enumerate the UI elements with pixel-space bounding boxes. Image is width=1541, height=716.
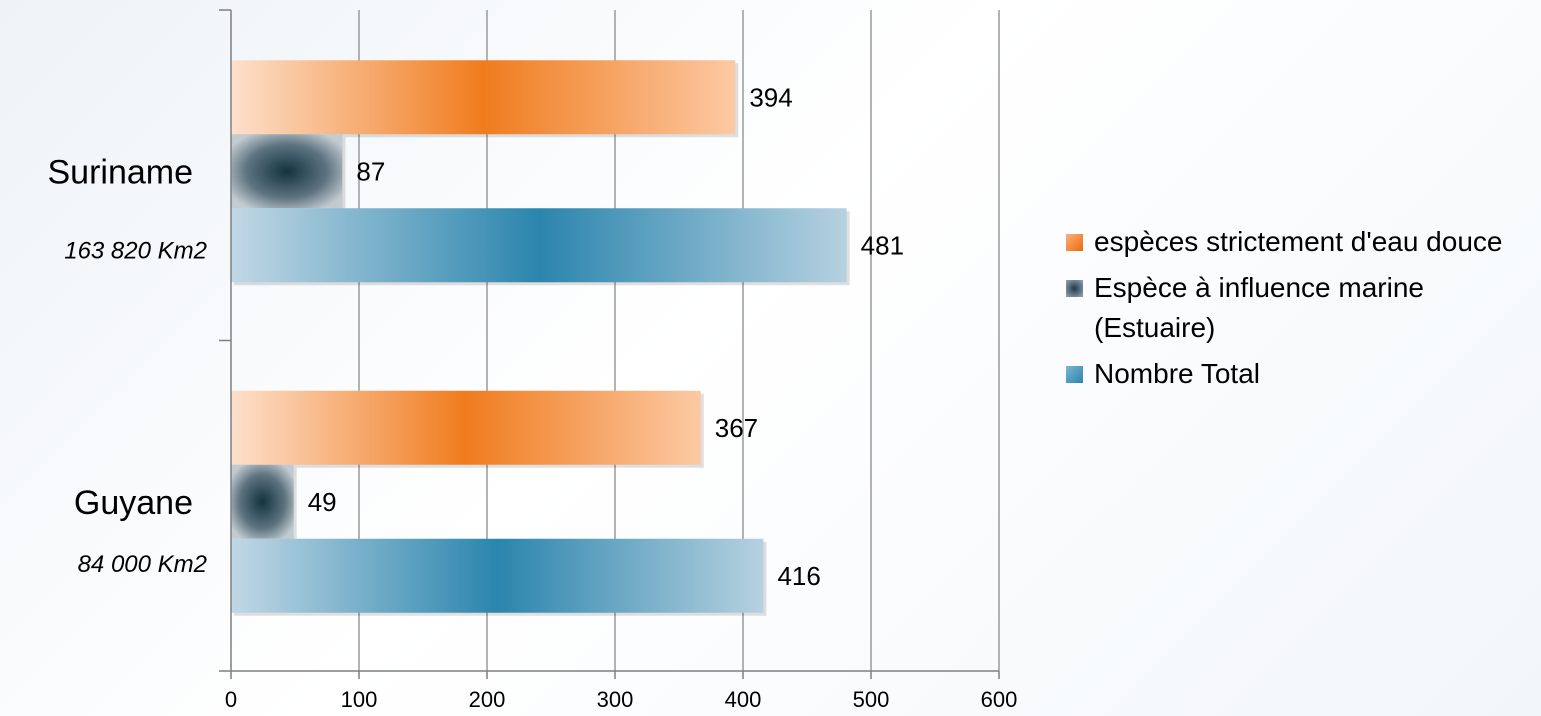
x-tick-label: 500 bbox=[853, 687, 890, 712]
legend-item-freshwater: espèces strictement d'eau douce bbox=[1066, 222, 1536, 262]
legend-item-marine: Espèce à influence marine (Estuaire) bbox=[1066, 268, 1536, 348]
bar-freshwater bbox=[231, 390, 701, 465]
legend-swatch-marine bbox=[1066, 280, 1083, 297]
data-label-marine: 87 bbox=[356, 156, 385, 186]
bar-marine bbox=[231, 464, 294, 539]
x-tick-label: 400 bbox=[725, 687, 762, 712]
data-label-freshwater: 394 bbox=[749, 82, 792, 112]
data-label-freshwater: 367 bbox=[715, 413, 758, 443]
bar-total bbox=[231, 208, 847, 283]
legend-label-marine: Espèce à influence marine (Estuaire) bbox=[1094, 272, 1424, 343]
legend-item-total: Nombre Total bbox=[1066, 354, 1536, 394]
x-tick-label: 200 bbox=[469, 687, 506, 712]
x-tick-label: 600 bbox=[981, 687, 1018, 712]
data-label-total: 481 bbox=[861, 230, 904, 260]
data-label-marine: 49 bbox=[308, 487, 337, 517]
data-label-total: 416 bbox=[777, 561, 820, 591]
bar-total bbox=[231, 538, 764, 613]
x-tick-label: 100 bbox=[341, 687, 378, 712]
legend-label-freshwater: espèces strictement d'eau douce bbox=[1094, 226, 1503, 257]
legend-swatch-freshwater bbox=[1066, 234, 1083, 251]
x-tick-label: 0 bbox=[225, 687, 237, 712]
category-label: Suriname bbox=[47, 153, 193, 191]
category-sublabel: 163 820 Km2 bbox=[64, 237, 207, 264]
category-label: Guyane bbox=[74, 484, 193, 522]
bar-freshwater bbox=[231, 60, 736, 135]
legend-swatch-total bbox=[1066, 366, 1083, 383]
chart-legend: espèces strictement d'eau douce Espèce à… bbox=[1066, 222, 1536, 400]
bar-marine bbox=[231, 134, 343, 209]
x-tick-label: 300 bbox=[597, 687, 634, 712]
legend-label-total: Nombre Total bbox=[1094, 358, 1261, 389]
category-sublabel: 84 000 Km2 bbox=[78, 551, 207, 578]
